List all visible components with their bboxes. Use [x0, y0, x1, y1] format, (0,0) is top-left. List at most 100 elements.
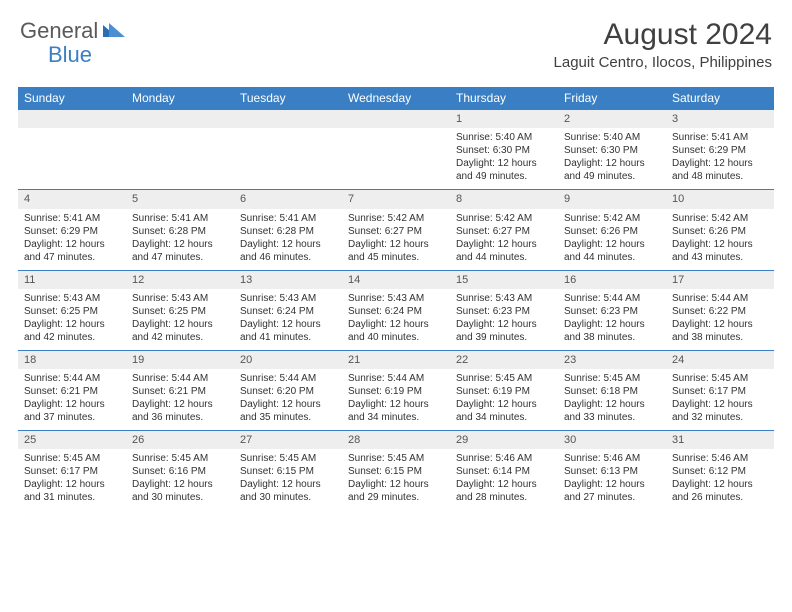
- daylight-text-cont: and 44 minutes.: [564, 251, 660, 264]
- daylight-text-cont: and 27 minutes.: [564, 491, 660, 504]
- daylight-text-cont: and 42 minutes.: [132, 331, 228, 344]
- logo: General Blue: [20, 18, 127, 44]
- day-number-cell: 16: [558, 270, 666, 289]
- daylight-text-cont: and 38 minutes.: [672, 331, 768, 344]
- daylight-text: Daylight: 12 hours: [564, 398, 660, 411]
- day-number-cell: 7: [342, 190, 450, 209]
- daylight-text-cont: and 32 minutes.: [672, 411, 768, 424]
- day-number-cell: 2: [558, 110, 666, 129]
- day-info-cell: Sunrise: 5:43 AMSunset: 6:25 PMDaylight:…: [18, 289, 126, 351]
- day-number-cell: 15: [450, 270, 558, 289]
- daylight-text-cont: and 35 minutes.: [240, 411, 336, 424]
- sunset-text: Sunset: 6:15 PM: [240, 465, 336, 478]
- sunrise-text: Sunrise: 5:45 AM: [672, 372, 768, 385]
- day-number-row: 25262728293031: [18, 431, 774, 450]
- sunset-text: Sunset: 6:28 PM: [240, 225, 336, 238]
- day-number-cell: 20: [234, 350, 342, 369]
- daylight-text-cont: and 45 minutes.: [348, 251, 444, 264]
- daylight-text-cont: and 40 minutes.: [348, 331, 444, 344]
- day-info-cell: Sunrise: 5:43 AMSunset: 6:24 PMDaylight:…: [234, 289, 342, 351]
- calendar-table: Sunday Monday Tuesday Wednesday Thursday…: [18, 87, 774, 510]
- logo-text-blue: Blue: [48, 42, 92, 68]
- daylight-text: Daylight: 12 hours: [672, 318, 768, 331]
- weekday-header: Saturday: [666, 87, 774, 110]
- day-info-cell: Sunrise: 5:43 AMSunset: 6:25 PMDaylight:…: [126, 289, 234, 351]
- sunset-text: Sunset: 6:30 PM: [456, 144, 552, 157]
- day-info-cell: Sunrise: 5:44 AMSunset: 6:22 PMDaylight:…: [666, 289, 774, 351]
- sunset-text: Sunset: 6:27 PM: [348, 225, 444, 238]
- sunset-text: Sunset: 6:23 PM: [564, 305, 660, 318]
- day-number-cell: 18: [18, 350, 126, 369]
- day-info-cell: Sunrise: 5:43 AMSunset: 6:24 PMDaylight:…: [342, 289, 450, 351]
- day-number-cell: 13: [234, 270, 342, 289]
- day-info-cell: Sunrise: 5:41 AMSunset: 6:28 PMDaylight:…: [126, 209, 234, 271]
- sunset-text: Sunset: 6:19 PM: [456, 385, 552, 398]
- sunrise-text: Sunrise: 5:40 AM: [564, 131, 660, 144]
- daylight-text-cont: and 33 minutes.: [564, 411, 660, 424]
- daylight-text-cont: and 37 minutes.: [24, 411, 120, 424]
- sunset-text: Sunset: 6:25 PM: [132, 305, 228, 318]
- day-info-cell: Sunrise: 5:45 AMSunset: 6:15 PMDaylight:…: [342, 449, 450, 510]
- month-title: August 2024: [554, 18, 772, 52]
- day-number-cell: 25: [18, 431, 126, 450]
- daylight-text: Daylight: 12 hours: [456, 318, 552, 331]
- daylight-text-cont: and 31 minutes.: [24, 491, 120, 504]
- sunrise-text: Sunrise: 5:45 AM: [24, 452, 120, 465]
- day-number-cell: 9: [558, 190, 666, 209]
- weekday-header: Thursday: [450, 87, 558, 110]
- sunset-text: Sunset: 6:16 PM: [132, 465, 228, 478]
- daylight-text-cont: and 26 minutes.: [672, 491, 768, 504]
- daylight-text: Daylight: 12 hours: [348, 238, 444, 251]
- day-info-row: Sunrise: 5:43 AMSunset: 6:25 PMDaylight:…: [18, 289, 774, 351]
- sunrise-text: Sunrise: 5:44 AM: [132, 372, 228, 385]
- day-info-cell: Sunrise: 5:41 AMSunset: 6:29 PMDaylight:…: [18, 209, 126, 271]
- day-info-row: Sunrise: 5:41 AMSunset: 6:29 PMDaylight:…: [18, 209, 774, 271]
- day-number-cell: 10: [666, 190, 774, 209]
- daylight-text: Daylight: 12 hours: [132, 318, 228, 331]
- day-number-cell: 23: [558, 350, 666, 369]
- day-number-cell: 31: [666, 431, 774, 450]
- daylight-text-cont: and 28 minutes.: [456, 491, 552, 504]
- day-info-cell: Sunrise: 5:42 AMSunset: 6:27 PMDaylight:…: [450, 209, 558, 271]
- day-info-cell: Sunrise: 5:45 AMSunset: 6:16 PMDaylight:…: [126, 449, 234, 510]
- day-info-cell: [342, 128, 450, 190]
- daylight-text-cont: and 43 minutes.: [672, 251, 768, 264]
- header: General Blue August 2024 Laguit Centro, …: [0, 0, 792, 79]
- daylight-text: Daylight: 12 hours: [24, 238, 120, 251]
- weekday-header: Sunday: [18, 87, 126, 110]
- day-info-cell: Sunrise: 5:42 AMSunset: 6:26 PMDaylight:…: [558, 209, 666, 271]
- sunrise-text: Sunrise: 5:46 AM: [564, 452, 660, 465]
- sunrise-text: Sunrise: 5:41 AM: [132, 212, 228, 225]
- weekday-header: Monday: [126, 87, 234, 110]
- daylight-text-cont: and 29 minutes.: [348, 491, 444, 504]
- weekday-header: Tuesday: [234, 87, 342, 110]
- sunset-text: Sunset: 6:25 PM: [24, 305, 120, 318]
- day-info-cell: [126, 128, 234, 190]
- sunrise-text: Sunrise: 5:41 AM: [672, 131, 768, 144]
- day-number-cell: 24: [666, 350, 774, 369]
- daylight-text-cont: and 38 minutes.: [564, 331, 660, 344]
- day-number-cell: 28: [342, 431, 450, 450]
- day-info-cell: Sunrise: 5:45 AMSunset: 6:18 PMDaylight:…: [558, 369, 666, 431]
- day-info-cell: Sunrise: 5:46 AMSunset: 6:14 PMDaylight:…: [450, 449, 558, 510]
- day-number-cell: 6: [234, 190, 342, 209]
- daylight-text: Daylight: 12 hours: [456, 157, 552, 170]
- daylight-text: Daylight: 12 hours: [348, 398, 444, 411]
- daylight-text-cont: and 42 minutes.: [24, 331, 120, 344]
- day-number-row: 123: [18, 110, 774, 129]
- daylight-text: Daylight: 12 hours: [456, 398, 552, 411]
- sunset-text: Sunset: 6:21 PM: [132, 385, 228, 398]
- sunrise-text: Sunrise: 5:44 AM: [240, 372, 336, 385]
- day-number-cell: [342, 110, 450, 129]
- daylight-text-cont: and 49 minutes.: [564, 170, 660, 183]
- sunset-text: Sunset: 6:13 PM: [564, 465, 660, 478]
- day-info-cell: Sunrise: 5:43 AMSunset: 6:23 PMDaylight:…: [450, 289, 558, 351]
- sunrise-text: Sunrise: 5:43 AM: [456, 292, 552, 305]
- daylight-text-cont: and 46 minutes.: [240, 251, 336, 264]
- day-info-cell: Sunrise: 5:41 AMSunset: 6:29 PMDaylight:…: [666, 128, 774, 190]
- daylight-text-cont: and 47 minutes.: [24, 251, 120, 264]
- sunrise-text: Sunrise: 5:44 AM: [24, 372, 120, 385]
- sunrise-text: Sunrise: 5:44 AM: [348, 372, 444, 385]
- sunset-text: Sunset: 6:21 PM: [24, 385, 120, 398]
- sunset-text: Sunset: 6:17 PM: [672, 385, 768, 398]
